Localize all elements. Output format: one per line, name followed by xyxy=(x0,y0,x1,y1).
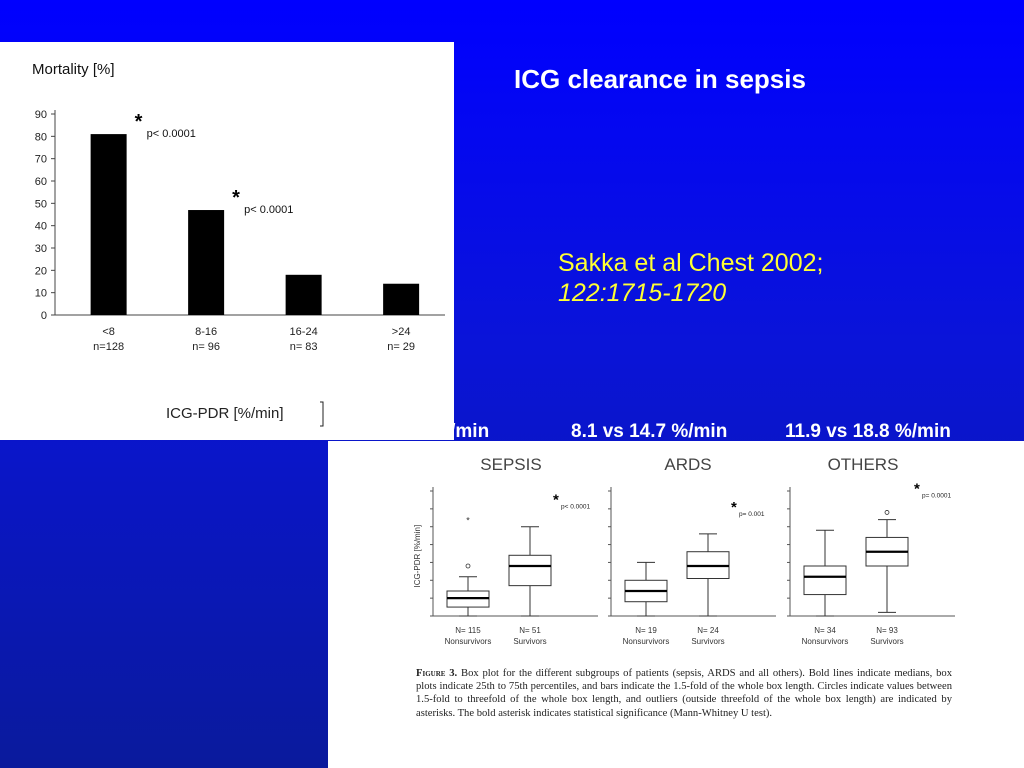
p-value-label: p< 0.0001 xyxy=(561,504,590,511)
bar-3 xyxy=(285,274,322,315)
box-n-label: N= 93 xyxy=(876,626,898,635)
significance-star: * xyxy=(731,499,737,516)
comparison-sepsis: 5.4 vs 14%/min xyxy=(354,421,490,442)
citation-journal: Sakka et al Chest 2002; xyxy=(558,249,824,277)
y-tick-label: 80 xyxy=(35,131,47,143)
comparison-ards: 8.1 vs 14.7 %/min xyxy=(571,421,728,442)
box-group-label: Survivors xyxy=(870,637,903,646)
n-label: n= 96 xyxy=(192,341,220,353)
p-value-label: p< 0.0001 xyxy=(147,128,196,140)
comparison-others: 11.9 vs 18.8 %/min xyxy=(785,421,951,442)
bar-1 xyxy=(90,134,127,315)
box-n-label: N= 24 xyxy=(697,626,719,635)
y-tick-label: 50 xyxy=(35,198,47,210)
mortality-bar-chart: Mortality [%] 0 10 20 30 40 50 60 70 80 90 <8 n=128 *… xyxy=(32,61,445,427)
bar-4 xyxy=(383,283,420,315)
mortality-chart-panel: Mortality [%] 0 10 20 30 40 50 60 70 80 90 <8 n=128 *… xyxy=(0,42,454,440)
bar-2 xyxy=(188,210,225,315)
group-title: SEPSIS xyxy=(480,455,541,474)
figure-caption: Figure 3. Box plot for the different sub… xyxy=(416,667,952,720)
box-group-label: Survivors xyxy=(513,637,546,646)
y-tick-label: 40 xyxy=(35,221,47,233)
significance-star: * xyxy=(232,187,240,209)
y-tick-label: 90 xyxy=(35,109,47,121)
y-tick-label: 30 xyxy=(35,243,47,255)
slide-title: ICG clearance in sepsis xyxy=(514,64,806,94)
p-value-label: p= 0.0001 xyxy=(922,493,951,500)
box-n-label: N= 115 xyxy=(455,626,481,635)
box-group-label: Nonsurvivors xyxy=(802,637,849,646)
outlier-circle xyxy=(465,563,471,569)
significance-star: * xyxy=(914,481,920,498)
outlier-circle xyxy=(884,510,890,515)
y-tick-label: 0 xyxy=(41,310,47,322)
x-axis-label: ICG-PDR [%/min] xyxy=(166,405,284,422)
y-tick-label: 10 xyxy=(35,288,47,300)
n-label: n= 83 xyxy=(290,341,318,353)
box-group-label: Survivors xyxy=(691,637,724,646)
citation: Sakka et al Chest 2002; 122:1715-1720 xyxy=(558,248,823,308)
box-group-label: Nonsurvivors xyxy=(623,637,670,646)
n-label: n=128 xyxy=(93,341,124,353)
x-tick-label: >24 xyxy=(392,326,411,338)
boxplot-y-axis-label: ICG-PDR [%/min] xyxy=(413,525,422,588)
n-label: n= 29 xyxy=(387,341,415,353)
group-title: ARDS xyxy=(664,455,711,474)
box-n-label: N= 51 xyxy=(519,626,541,635)
caption-text: Box plot for the different subgroups of … xyxy=(416,668,952,719)
significance-star: * xyxy=(553,492,559,509)
y-tick-label: 20 xyxy=(35,265,47,277)
box xyxy=(803,565,847,596)
box-n-label: N= 34 xyxy=(814,626,836,635)
boxplot-panel: ICG-PDR [%/min] SEPSIS * N= 115 Nonsurvivors… xyxy=(328,441,1024,768)
extreme-asterisk: * xyxy=(466,516,470,526)
box xyxy=(508,554,552,587)
p-value-label: p< 0.0001 xyxy=(244,204,293,216)
caption-label: Figure 3. xyxy=(416,668,458,679)
box-group-label: Nonsurvivors xyxy=(445,637,492,646)
x-tick-label: 16-24 xyxy=(290,326,318,338)
significance-star: * xyxy=(135,111,143,133)
x-label-bracket xyxy=(320,401,324,427)
y-tick-label: 60 xyxy=(35,176,47,188)
citation-pages: 122:1715-1720 xyxy=(558,279,727,307)
x-tick-label: 8-16 xyxy=(195,326,217,338)
p-value-label: p= 0.001 xyxy=(739,511,765,518)
group-title: OTHERS xyxy=(828,455,899,474)
y-tick-label: 70 xyxy=(35,154,47,166)
bar-chart-title: Mortality [%] xyxy=(32,61,115,78)
box-n-label: N= 19 xyxy=(635,626,657,635)
icg-boxplot-chart: ICG-PDR [%/min] SEPSIS * N= 115 Nonsurvivors… xyxy=(413,455,955,646)
x-tick-label: <8 xyxy=(102,326,115,338)
